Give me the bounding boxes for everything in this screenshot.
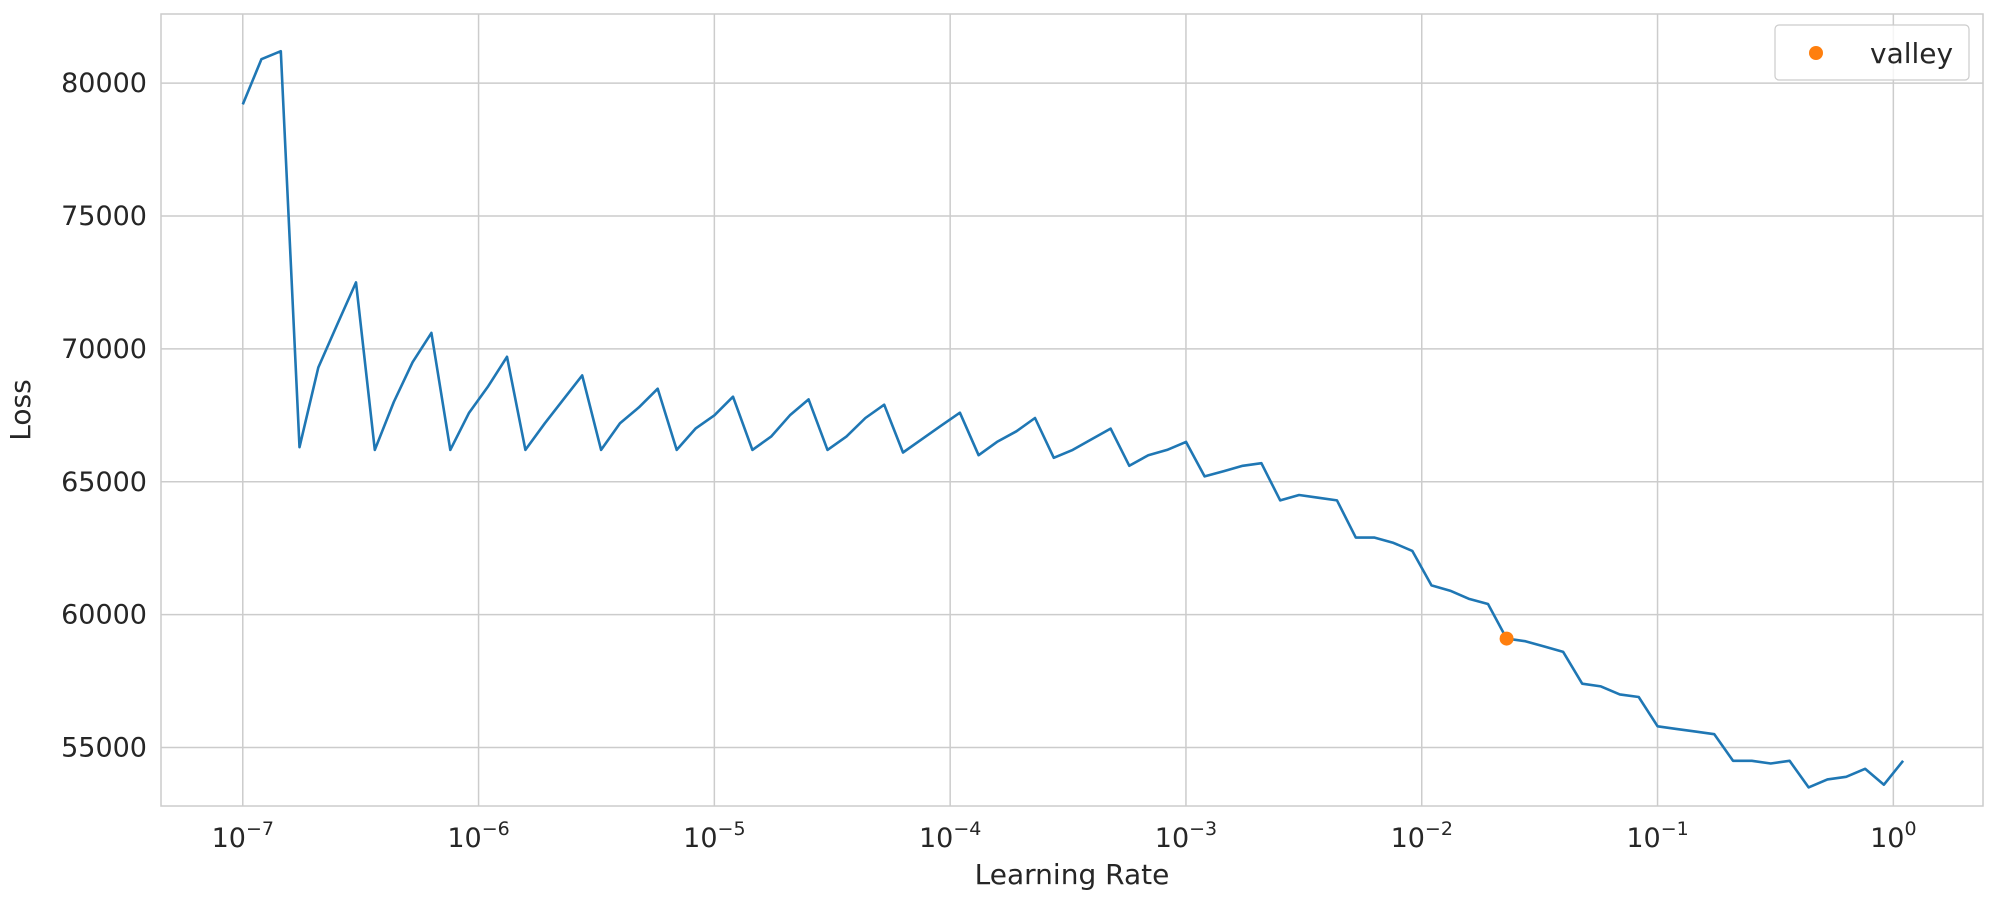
y-tick-label: 75000 bbox=[61, 201, 147, 232]
y-tick-label: 70000 bbox=[61, 334, 147, 365]
x-tick-label: 10−1 bbox=[1626, 818, 1688, 854]
loss-series-line bbox=[241, 49, 1905, 789]
x-axis-title: Learning Rate bbox=[975, 858, 1170, 891]
plot-area-frame bbox=[160, 13, 1984, 807]
x-tick-label: 10−5 bbox=[683, 818, 745, 854]
series-layer bbox=[241, 49, 1905, 789]
y-tick-label: 60000 bbox=[61, 600, 147, 631]
y-tick-label: 65000 bbox=[61, 467, 147, 498]
x-tick-label: 10−6 bbox=[447, 818, 509, 854]
legend-valley-label: valley bbox=[1870, 37, 1953, 70]
x-axis-tick-labels: 10−7 10−6 10−5 10−4 10−3 10−2 10−1 100 bbox=[212, 818, 1917, 854]
x-tick-label: 100 bbox=[1870, 818, 1916, 854]
x-tick-label: 10−7 bbox=[212, 818, 274, 854]
legend: valley bbox=[1774, 24, 1970, 81]
x-tick-label: 10−3 bbox=[1155, 818, 1217, 854]
x-tick-label: 10−2 bbox=[1391, 818, 1453, 854]
x-tick-label: 10−4 bbox=[919, 818, 981, 854]
legend-valley-marker bbox=[1809, 46, 1823, 60]
legend-box bbox=[1774, 24, 1970, 81]
y-axis-title: Loss bbox=[4, 379, 37, 440]
grid-lines bbox=[161, 14, 1983, 806]
y-tick-label: 80000 bbox=[61, 68, 147, 99]
y-axis-tick-labels: 55000 60000 65000 70000 75000 80000 bbox=[61, 68, 147, 763]
valley-point bbox=[1499, 631, 1514, 646]
y-tick-label: 55000 bbox=[61, 733, 147, 764]
